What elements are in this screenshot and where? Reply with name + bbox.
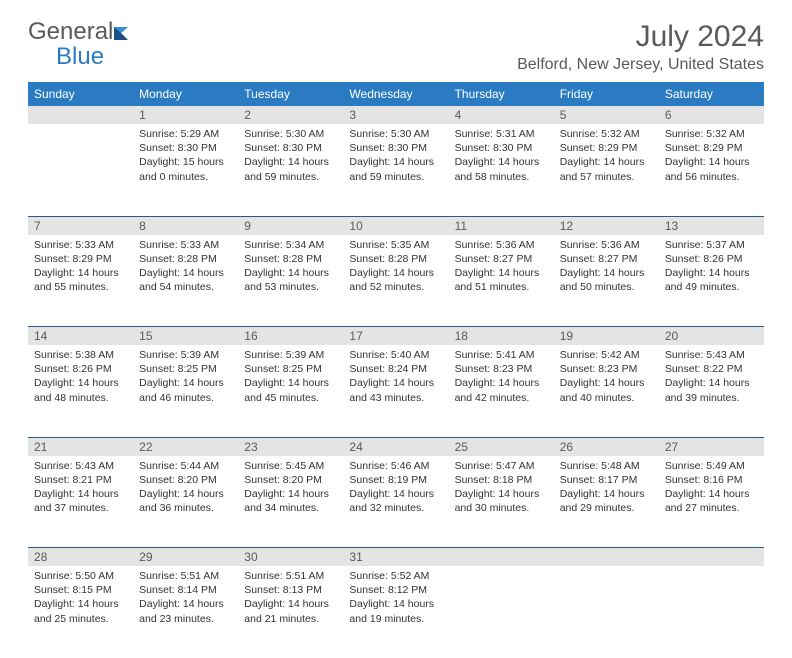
day-cell: Sunrise: 5:49 AMSunset: 8:16 PMDaylight:… xyxy=(659,456,764,548)
title-block: July 2024 Belford, New Jersey, United St… xyxy=(517,20,764,74)
day-number: 22 xyxy=(133,437,238,456)
day-number: 18 xyxy=(449,327,554,346)
day-number: 8 xyxy=(133,216,238,235)
day-number: 2 xyxy=(238,106,343,124)
day-number: 21 xyxy=(28,437,133,456)
day-cell: Sunrise: 5:45 AMSunset: 8:20 PMDaylight:… xyxy=(238,456,343,548)
day-number: 19 xyxy=(554,327,659,346)
day-number: 15 xyxy=(133,327,238,346)
day-number: 20 xyxy=(659,327,764,346)
day-cell: Sunrise: 5:33 AMSunset: 8:28 PMDaylight:… xyxy=(133,235,238,327)
logo: GeneralBlue xyxy=(28,20,134,69)
day-number: 5 xyxy=(554,106,659,124)
day-number xyxy=(554,548,659,567)
day-number: 7 xyxy=(28,216,133,235)
month-year: July 2024 xyxy=(517,20,764,54)
day-content-row: Sunrise: 5:43 AMSunset: 8:21 PMDaylight:… xyxy=(28,456,764,548)
day-cell: Sunrise: 5:41 AMSunset: 8:23 PMDaylight:… xyxy=(449,345,554,437)
day-number: 23 xyxy=(238,437,343,456)
day-content-row: Sunrise: 5:29 AMSunset: 8:30 PMDaylight:… xyxy=(28,124,764,216)
day-cell: Sunrise: 5:43 AMSunset: 8:21 PMDaylight:… xyxy=(28,456,133,548)
day-content-row: Sunrise: 5:38 AMSunset: 8:26 PMDaylight:… xyxy=(28,345,764,437)
day-cell: Sunrise: 5:36 AMSunset: 8:27 PMDaylight:… xyxy=(554,235,659,327)
day-number-row: 123456 xyxy=(28,106,764,124)
day-cell xyxy=(554,566,659,658)
day-number: 12 xyxy=(554,216,659,235)
day-cell: Sunrise: 5:34 AMSunset: 8:28 PMDaylight:… xyxy=(238,235,343,327)
day-cell: Sunrise: 5:42 AMSunset: 8:23 PMDaylight:… xyxy=(554,345,659,437)
day-number: 6 xyxy=(659,106,764,124)
day-cell: Sunrise: 5:39 AMSunset: 8:25 PMDaylight:… xyxy=(133,345,238,437)
day-number: 9 xyxy=(238,216,343,235)
day-number: 14 xyxy=(28,327,133,346)
calendar-table: Sunday Monday Tuesday Wednesday Thursday… xyxy=(28,82,764,658)
day-cell xyxy=(449,566,554,658)
day-cell: Sunrise: 5:47 AMSunset: 8:18 PMDaylight:… xyxy=(449,456,554,548)
day-cell: Sunrise: 5:29 AMSunset: 8:30 PMDaylight:… xyxy=(133,124,238,216)
day-cell: Sunrise: 5:51 AMSunset: 8:13 PMDaylight:… xyxy=(238,566,343,658)
day-number-row: 78910111213 xyxy=(28,216,764,235)
day-cell: Sunrise: 5:43 AMSunset: 8:22 PMDaylight:… xyxy=(659,345,764,437)
day-cell: Sunrise: 5:39 AMSunset: 8:25 PMDaylight:… xyxy=(238,345,343,437)
day-number: 13 xyxy=(659,216,764,235)
day-content-row: Sunrise: 5:33 AMSunset: 8:29 PMDaylight:… xyxy=(28,235,764,327)
day-number: 27 xyxy=(659,437,764,456)
day-number-row: 21222324252627 xyxy=(28,437,764,456)
day-number: 17 xyxy=(343,327,448,346)
header: GeneralBlue July 2024 Belford, New Jerse… xyxy=(28,20,764,74)
day-number: 11 xyxy=(449,216,554,235)
day-cell: Sunrise: 5:35 AMSunset: 8:28 PMDaylight:… xyxy=(343,235,448,327)
weekday-header-row: Sunday Monday Tuesday Wednesday Thursday… xyxy=(28,82,764,106)
day-cell: Sunrise: 5:44 AMSunset: 8:20 PMDaylight:… xyxy=(133,456,238,548)
day-number: 26 xyxy=(554,437,659,456)
day-number xyxy=(28,106,133,124)
day-number: 31 xyxy=(343,548,448,567)
day-cell: Sunrise: 5:33 AMSunset: 8:29 PMDaylight:… xyxy=(28,235,133,327)
day-number-row: 14151617181920 xyxy=(28,327,764,346)
weekday-header: Friday xyxy=(554,82,659,106)
weekday-header: Sunday xyxy=(28,82,133,106)
day-cell: Sunrise: 5:38 AMSunset: 8:26 PMDaylight:… xyxy=(28,345,133,437)
day-number: 25 xyxy=(449,437,554,456)
weekday-header: Thursday xyxy=(449,82,554,106)
day-number: 3 xyxy=(343,106,448,124)
day-number-row: 28293031 xyxy=(28,548,764,567)
day-cell: Sunrise: 5:37 AMSunset: 8:26 PMDaylight:… xyxy=(659,235,764,327)
day-number: 30 xyxy=(238,548,343,567)
day-number: 16 xyxy=(238,327,343,346)
day-number xyxy=(659,548,764,567)
day-number: 24 xyxy=(343,437,448,456)
day-number xyxy=(449,548,554,567)
day-cell: Sunrise: 5:30 AMSunset: 8:30 PMDaylight:… xyxy=(343,124,448,216)
day-cell xyxy=(659,566,764,658)
day-number: 29 xyxy=(133,548,238,567)
day-cell: Sunrise: 5:48 AMSunset: 8:17 PMDaylight:… xyxy=(554,456,659,548)
day-cell: Sunrise: 5:32 AMSunset: 8:29 PMDaylight:… xyxy=(554,124,659,216)
location: Belford, New Jersey, United States xyxy=(517,56,764,74)
day-number: 28 xyxy=(28,548,133,567)
weekday-header: Wednesday xyxy=(343,82,448,106)
day-cell: Sunrise: 5:52 AMSunset: 8:12 PMDaylight:… xyxy=(343,566,448,658)
day-cell: Sunrise: 5:36 AMSunset: 8:27 PMDaylight:… xyxy=(449,235,554,327)
day-number: 10 xyxy=(343,216,448,235)
day-cell: Sunrise: 5:32 AMSunset: 8:29 PMDaylight:… xyxy=(659,124,764,216)
day-content-row: Sunrise: 5:50 AMSunset: 8:15 PMDaylight:… xyxy=(28,566,764,658)
day-cell: Sunrise: 5:30 AMSunset: 8:30 PMDaylight:… xyxy=(238,124,343,216)
day-cell: Sunrise: 5:46 AMSunset: 8:19 PMDaylight:… xyxy=(343,456,448,548)
weekday-header: Saturday xyxy=(659,82,764,106)
day-cell xyxy=(28,124,133,216)
day-cell: Sunrise: 5:40 AMSunset: 8:24 PMDaylight:… xyxy=(343,345,448,437)
day-cell: Sunrise: 5:50 AMSunset: 8:15 PMDaylight:… xyxy=(28,566,133,658)
weekday-header: Monday xyxy=(133,82,238,106)
weekday-header: Tuesday xyxy=(238,82,343,106)
day-cell: Sunrise: 5:51 AMSunset: 8:14 PMDaylight:… xyxy=(133,566,238,658)
day-number: 1 xyxy=(133,106,238,124)
day-number: 4 xyxy=(449,106,554,124)
day-cell: Sunrise: 5:31 AMSunset: 8:30 PMDaylight:… xyxy=(449,124,554,216)
